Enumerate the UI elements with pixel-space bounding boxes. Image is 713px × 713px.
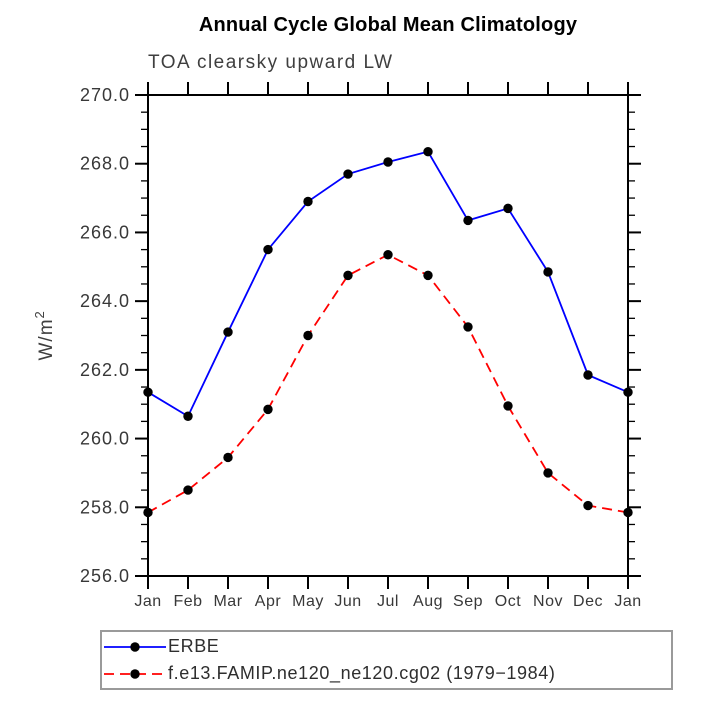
legend-label-erbe: ERBE (168, 636, 220, 656)
erbe-line-sample-icon (104, 641, 166, 652)
x-tick-label: Oct (495, 593, 521, 610)
data-point-marker (223, 327, 233, 337)
x-tick-label: Dec (573, 593, 603, 610)
data-point-marker (543, 468, 553, 478)
x-tick-label: Nov (533, 593, 563, 610)
model-line-sample-icon (104, 668, 166, 679)
y-tick-label: 256.0 (80, 566, 130, 586)
x-tick-label: Jan (134, 593, 161, 610)
data-point-marker (183, 485, 193, 495)
data-point-marker (303, 330, 313, 341)
data-point-marker (623, 507, 633, 518)
data-point-marker (263, 244, 273, 255)
data-point-marker (463, 215, 473, 226)
legend-sample-marker (130, 668, 140, 679)
data-point-marker (223, 452, 233, 463)
y-tick-label: 260.0 (80, 429, 130, 449)
chart-title: Annual Cycle Global Mean Climatology (198, 14, 578, 36)
x-tick-label: Apr (255, 593, 282, 610)
x-tick-label: Jan (614, 593, 641, 610)
data-point-marker (503, 203, 513, 214)
y-tick-label: 262.0 (80, 360, 130, 380)
x-tick-label: Feb (173, 593, 202, 610)
legend-sample-marker (130, 641, 140, 652)
y-tick-label: 268.0 (80, 154, 130, 174)
data-point-marker (543, 267, 553, 277)
data-point-marker (183, 411, 193, 421)
data-point-marker (423, 270, 433, 281)
x-tick-label: Jun (334, 593, 361, 610)
x-tick-label: Mar (213, 593, 242, 610)
x-tick-label: Aug (413, 593, 443, 610)
y-tick-label: 258.0 (80, 497, 130, 517)
data-point-marker (623, 387, 633, 397)
data-point-marker (303, 196, 313, 207)
chart-subtitle: TOA clearsky upward LW (148, 52, 394, 73)
data-point-marker (463, 322, 473, 332)
y-tick-label: 266.0 (80, 222, 130, 242)
data-point-marker (503, 401, 513, 411)
data-point-marker (423, 146, 433, 157)
data-point-marker (583, 500, 593, 511)
y-tick-label: 264.0 (80, 291, 130, 311)
y-axis-unit-label: W/m2 (32, 310, 57, 360)
data-point-marker (143, 387, 153, 397)
x-tick-label: Sep (453, 593, 483, 610)
legend-row-erbe: ERBE (102, 633, 671, 660)
erbe-line (147, 150, 629, 418)
chart-legend: ERBE f.e13.FAMIP.ne120_ne120.cg02 (1979−… (100, 630, 673, 690)
data-point-marker (263, 404, 273, 415)
x-tick-label: Jul (377, 593, 399, 610)
data-point-marker (143, 507, 153, 518)
legend-label-model: f.e13.FAMIP.ne120_ne120.cg02 (1979−1984) (168, 663, 556, 683)
y-tick-label: 270.0 (80, 85, 130, 105)
data-point-marker (343, 270, 353, 281)
data-point-marker (343, 169, 353, 179)
data-point-marker (383, 250, 393, 260)
x-tick-label: May (292, 593, 324, 610)
data-point-marker (583, 370, 593, 380)
data-point-marker (383, 157, 393, 167)
legend-row-model: f.e13.FAMIP.ne120_ne120.cg02 (1979−1984) (102, 660, 671, 687)
